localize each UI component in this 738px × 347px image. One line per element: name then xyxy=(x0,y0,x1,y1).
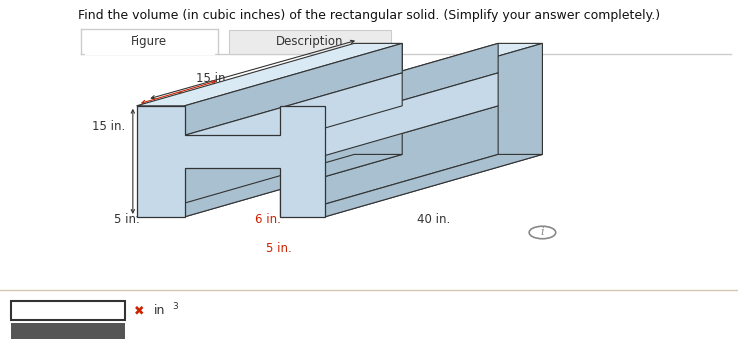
Polygon shape xyxy=(280,43,498,135)
Text: 15 in.: 15 in. xyxy=(92,120,125,133)
Text: Figure: Figure xyxy=(131,35,167,49)
Text: ✖: ✖ xyxy=(134,304,145,317)
Polygon shape xyxy=(184,73,402,168)
Polygon shape xyxy=(280,154,542,217)
Polygon shape xyxy=(280,73,498,168)
Polygon shape xyxy=(184,106,402,217)
Polygon shape xyxy=(354,43,542,154)
Text: Find the volume (in cubic inches) of the rectangular solid. (Simplify your answe: Find the volume (in cubic inches) of the… xyxy=(78,9,660,22)
FancyBboxPatch shape xyxy=(229,30,391,54)
Text: in: in xyxy=(154,304,165,317)
Text: 6 in.: 6 in. xyxy=(255,213,280,226)
Text: 15 in.: 15 in. xyxy=(196,71,229,85)
Polygon shape xyxy=(280,106,498,217)
Polygon shape xyxy=(137,154,402,217)
Polygon shape xyxy=(137,43,402,106)
Text: i: i xyxy=(541,228,544,237)
Text: 10 in.: 10 in. xyxy=(177,91,210,104)
FancyBboxPatch shape xyxy=(11,301,125,320)
Polygon shape xyxy=(184,43,402,135)
Text: 5 in.: 5 in. xyxy=(266,242,292,255)
Polygon shape xyxy=(325,43,542,217)
FancyBboxPatch shape xyxy=(11,323,125,339)
Polygon shape xyxy=(137,106,325,217)
Polygon shape xyxy=(184,73,498,135)
Polygon shape xyxy=(280,43,542,106)
Text: 25 in.: 25 in. xyxy=(353,127,386,141)
Text: Description: Description xyxy=(276,35,344,49)
Text: 5 in.: 5 in. xyxy=(114,213,140,226)
Text: 40 in.: 40 in. xyxy=(417,213,450,226)
Text: 3: 3 xyxy=(172,302,178,311)
Text: Enter an exact number.: Enter an exact number. xyxy=(15,327,121,336)
